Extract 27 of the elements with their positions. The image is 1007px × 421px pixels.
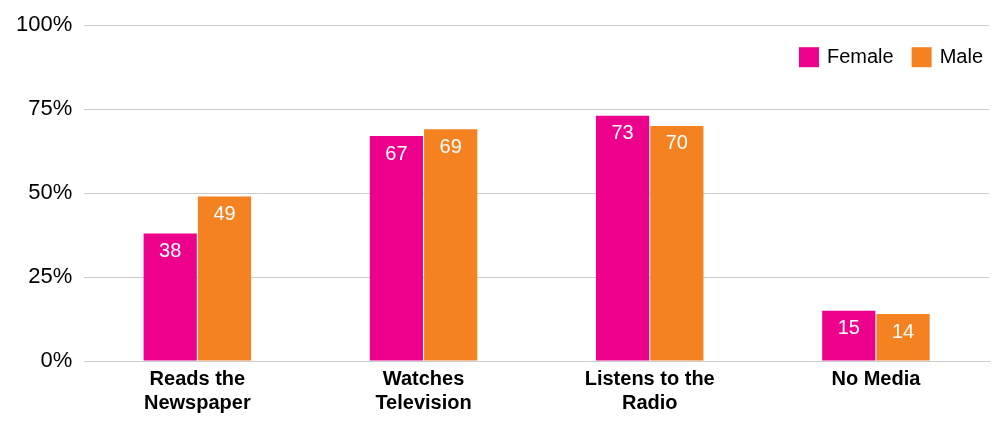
x-tick-label: Listens to the Radio [584, 366, 715, 413]
data-label: 38 [159, 238, 182, 261]
data-label: 70 [665, 131, 688, 154]
y-tick-label: 0% [40, 347, 73, 373]
legend-label: Male [939, 44, 984, 67]
y-tick-label: 25% [28, 263, 73, 289]
bar [876, 313, 930, 361]
y-tick-label: 75% [28, 95, 73, 121]
legend-label: Female [826, 44, 894, 67]
bar [369, 136, 423, 361]
y-tick-label: 100% [15, 11, 73, 37]
bar [822, 310, 876, 361]
data-label: 14 [891, 319, 915, 342]
bar [424, 129, 478, 361]
data-label: 69 [439, 134, 462, 157]
data-label: 67 [385, 141, 408, 164]
bar [595, 115, 650, 361]
bar [650, 125, 704, 361]
x-tick-label: Reads the Newspaper [144, 366, 251, 413]
data-label: 73 [611, 121, 634, 144]
bar [143, 233, 197, 361]
data-label: 49 [213, 201, 236, 224]
y-tick-label: 50% [28, 179, 73, 205]
x-tick-label: Watches Television [375, 366, 472, 413]
data-label: 15 [837, 316, 860, 339]
bar [197, 196, 252, 361]
x-tick-label: No Media [831, 366, 922, 389]
